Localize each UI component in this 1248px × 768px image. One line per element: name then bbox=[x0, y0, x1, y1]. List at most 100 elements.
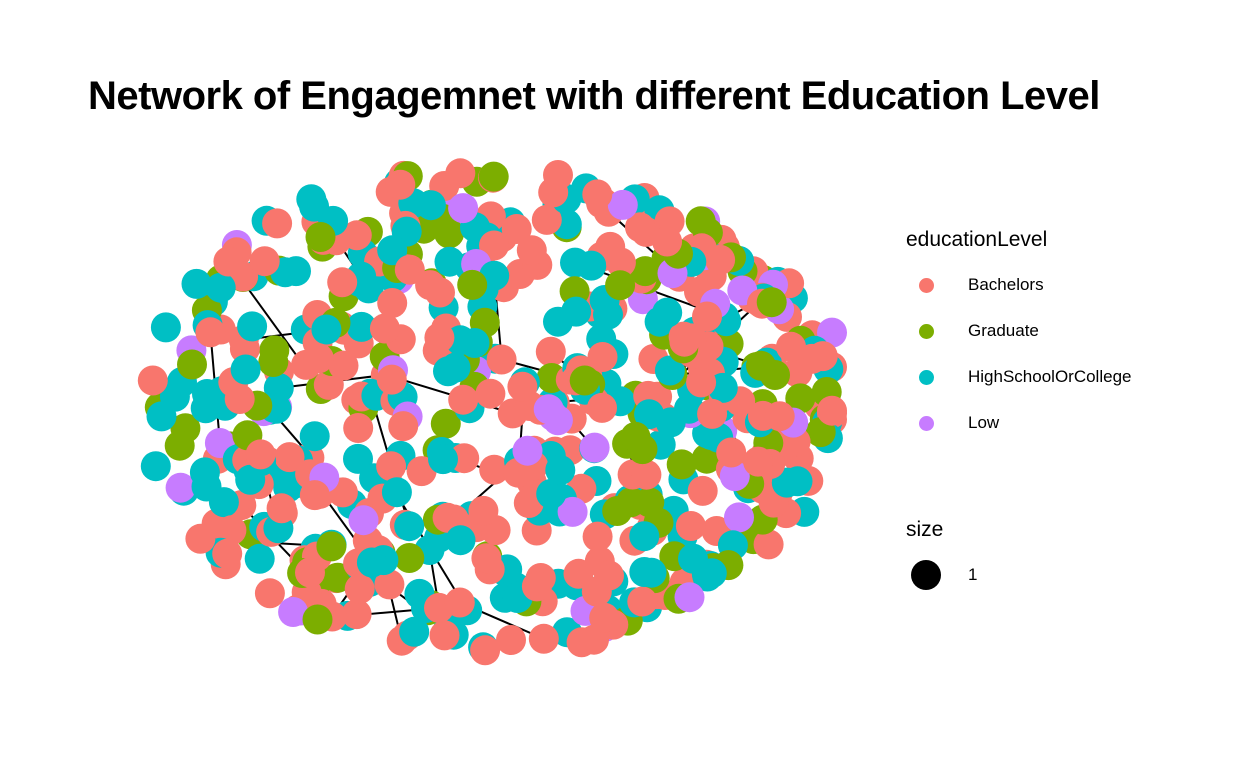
network-node bbox=[669, 326, 700, 357]
legend-item-low: Low bbox=[906, 400, 1131, 446]
network-node bbox=[137, 365, 168, 396]
network-node bbox=[776, 331, 806, 362]
size-legend: size 1 bbox=[906, 518, 977, 598]
network-node bbox=[589, 602, 620, 633]
network-node bbox=[429, 620, 460, 651]
network-node bbox=[471, 543, 502, 574]
network-node bbox=[254, 578, 285, 609]
network-node bbox=[374, 569, 405, 600]
network-node bbox=[328, 350, 359, 381]
network-node bbox=[521, 571, 552, 602]
legend-swatch-graduate bbox=[918, 323, 934, 339]
network-node bbox=[192, 379, 222, 409]
network-node bbox=[687, 475, 718, 506]
network-node bbox=[507, 371, 538, 402]
network-node bbox=[213, 246, 244, 277]
network-node bbox=[719, 461, 750, 492]
network-node bbox=[205, 272, 236, 303]
network-node bbox=[258, 347, 289, 377]
network-node bbox=[576, 250, 607, 281]
network-node bbox=[303, 343, 334, 374]
network-node bbox=[445, 158, 476, 189]
chart-title: Network of Engagemnet with different Edu… bbox=[88, 74, 1100, 118]
network-node bbox=[274, 442, 305, 473]
network-node bbox=[605, 247, 636, 278]
network-node bbox=[344, 573, 375, 604]
network-node bbox=[692, 301, 722, 332]
network-node bbox=[531, 204, 562, 235]
legend-item-bachelors: Bachelors bbox=[906, 262, 1131, 308]
network-node bbox=[150, 312, 181, 343]
network-node bbox=[445, 525, 476, 556]
network-node bbox=[449, 443, 480, 474]
network-node bbox=[652, 226, 683, 257]
network-node bbox=[479, 454, 510, 485]
size-legend-item: 1 bbox=[906, 552, 977, 598]
color-legend-title: educationLevel bbox=[906, 228, 1048, 251]
network-node bbox=[655, 407, 686, 438]
size-swatch bbox=[911, 560, 941, 590]
network-node bbox=[724, 502, 754, 533]
network-node bbox=[399, 616, 430, 647]
network-node bbox=[678, 543, 708, 574]
network-node bbox=[764, 401, 795, 432]
network-node bbox=[516, 235, 547, 266]
network-node bbox=[230, 354, 261, 385]
network-node bbox=[605, 270, 636, 301]
network-node bbox=[478, 161, 509, 192]
nodes-layer bbox=[137, 158, 847, 666]
network-node bbox=[346, 311, 377, 342]
network-node bbox=[448, 384, 479, 415]
network-node bbox=[627, 434, 658, 465]
network-node bbox=[607, 189, 638, 220]
network-node bbox=[582, 521, 613, 552]
network-node bbox=[543, 160, 573, 190]
network-node bbox=[181, 268, 212, 299]
network-node bbox=[746, 350, 776, 381]
network-node bbox=[501, 214, 532, 244]
network-node bbox=[594, 560, 624, 591]
network-node bbox=[674, 582, 705, 613]
legend-swatch-highschool bbox=[918, 369, 934, 385]
network-node bbox=[654, 355, 685, 386]
network-node bbox=[208, 487, 239, 518]
network-node bbox=[295, 557, 325, 588]
network-node bbox=[385, 169, 416, 200]
network-node bbox=[189, 457, 220, 488]
network-node bbox=[164, 430, 195, 461]
network-node bbox=[146, 401, 177, 432]
network-node bbox=[434, 218, 465, 249]
network-node bbox=[266, 493, 297, 524]
network-node bbox=[631, 459, 662, 490]
network-node bbox=[753, 529, 784, 560]
network-node bbox=[356, 547, 387, 578]
size-legend-label: 1 bbox=[968, 565, 978, 584]
network-node bbox=[545, 455, 576, 486]
network-node bbox=[415, 270, 446, 301]
network-node bbox=[561, 296, 592, 327]
network-node bbox=[185, 523, 216, 554]
network-node bbox=[675, 511, 706, 541]
network-node bbox=[341, 599, 372, 630]
network-node bbox=[470, 635, 501, 666]
network-node bbox=[177, 349, 207, 380]
legend-swatch-bachelors bbox=[918, 277, 934, 293]
network-node bbox=[457, 269, 488, 300]
network-node bbox=[475, 378, 506, 409]
network-node bbox=[299, 191, 330, 222]
network-node bbox=[394, 254, 425, 285]
network-node bbox=[216, 515, 247, 546]
network-node bbox=[587, 392, 617, 423]
network-node bbox=[377, 288, 408, 318]
network-node bbox=[686, 367, 717, 398]
network-node bbox=[625, 212, 655, 243]
network-node bbox=[496, 625, 526, 655]
network-node bbox=[627, 586, 658, 617]
network-node bbox=[716, 437, 747, 468]
network-node bbox=[817, 395, 847, 426]
network-node bbox=[299, 421, 330, 452]
network-node bbox=[785, 383, 816, 414]
network-node bbox=[448, 193, 479, 224]
legend-label: Low bbox=[968, 413, 1000, 432]
legend-label: Bachelors bbox=[968, 275, 1044, 294]
